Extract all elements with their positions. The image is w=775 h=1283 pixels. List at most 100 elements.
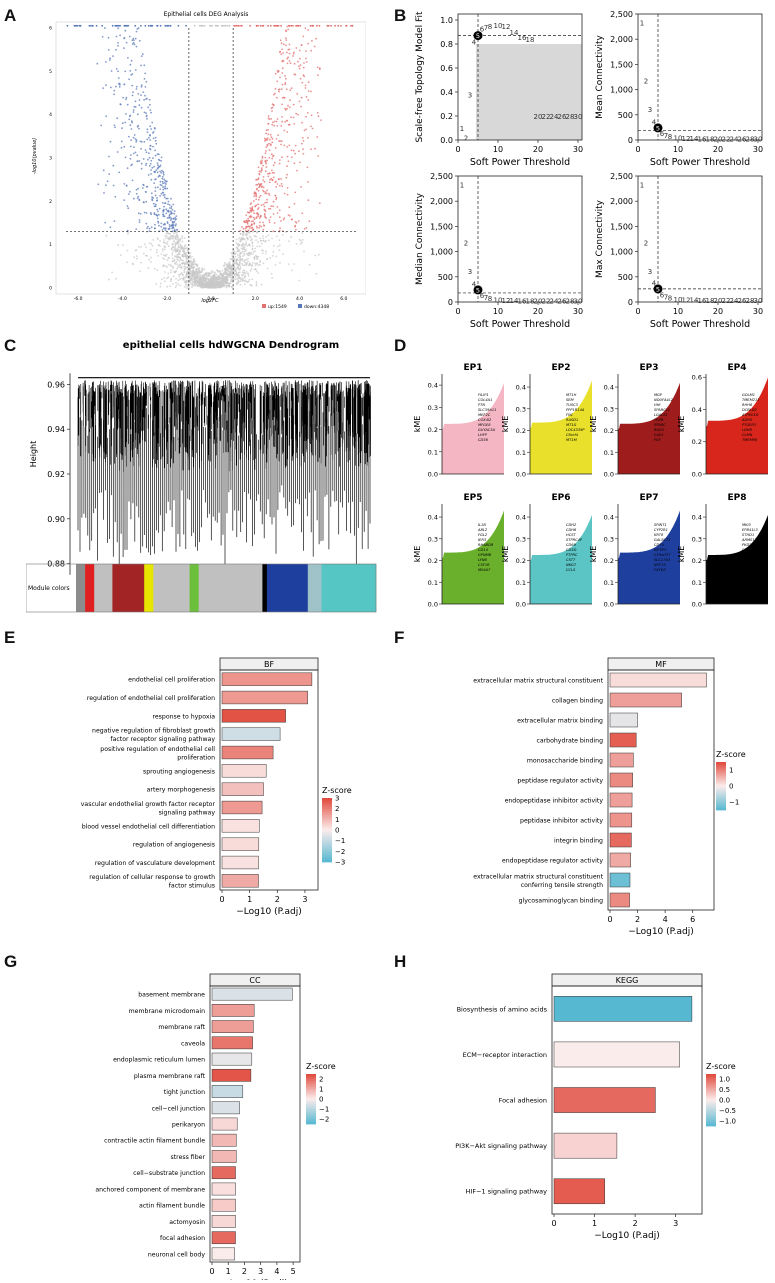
category-label: vascular endothelial growth factor recep… [81,801,216,808]
volcano-point [164,185,167,188]
volcano-point [120,146,123,149]
volcano-point [226,24,229,27]
volcano-point [163,196,166,199]
volcano-point [211,274,214,277]
volcano-point [288,240,290,243]
volcano-point [296,92,299,95]
volcano-point [282,234,284,236]
volcano-point [276,212,279,214]
legend-gradient-step [306,1122,316,1125]
volcano-point [159,188,162,191]
volcano-point [175,235,178,238]
volcano-point [153,205,156,208]
module-title: EP3 [639,363,658,373]
volcano-point [190,273,193,275]
legend-gradient-step [706,1082,716,1085]
volcano-point [149,148,152,151]
volcano-point [171,226,174,229]
volcano-point [298,49,301,52]
volcano-point [268,172,271,175]
volcano-point [162,182,165,185]
volcano-point [279,140,281,142]
legend-gradient-step [706,1105,716,1108]
volcano-point [140,55,143,57]
volcano-point [282,253,284,256]
volcano-point [254,235,257,238]
y-tick-label: 1,000 [610,248,633,257]
legend-gradient-step [716,792,726,795]
volcano-point [228,262,231,264]
volcano-point [76,24,79,27]
volcano-point [260,249,263,251]
volcano-point [267,133,270,136]
module-color-segment [144,564,154,612]
volcano-point [198,271,201,273]
volcano-point [273,93,275,96]
volcano-point [245,280,248,283]
volcano-point [197,268,199,270]
volcano-point [163,245,166,248]
volcano-point [172,265,174,268]
volcano-point [157,166,160,169]
volcano-point [135,45,138,48]
volcano-point [194,270,197,273]
volcano-point [220,286,223,289]
volcano-point [234,255,237,258]
volcano-point [308,263,311,266]
volcano-point [235,242,238,244]
legend-gradient-step [306,1109,316,1112]
y-tick-label: 0.0 [428,471,438,479]
volcano-point [242,238,245,240]
volcano-point [256,187,258,190]
hub-gene-label: COL4A1 [478,398,492,402]
bar [211,1052,253,1066]
volcano-point [304,87,307,89]
volcano-point [305,95,308,98]
volcano-point [258,224,261,227]
volcano-point [196,273,199,275]
legend-gradient-step [716,795,726,798]
bar [609,852,631,868]
legend-gradient-step [306,1104,316,1107]
volcano-point [136,154,139,157]
volcano-point [271,110,273,112]
volcano-point [264,210,267,213]
module-color-segment [198,564,263,612]
volcano-point [240,247,243,250]
volcano-point [268,181,271,184]
category-label: tight junction [164,1089,205,1096]
volcano-point [312,24,314,27]
legend-gradient-step [306,1107,316,1110]
power-label: 16 [518,297,527,305]
volcano-point [149,109,152,111]
volcano-point [136,197,139,200]
hub-gene-label: ARMS12 [741,538,758,542]
volcano-point [245,234,248,237]
volcano-point [133,197,135,200]
volcano-point [168,263,170,266]
legend-gradient-step [706,1084,716,1087]
volcano-point [210,277,213,280]
hub-gene-label: MS4A7 [478,568,491,572]
volcano-point [142,183,145,186]
volcano-point [155,283,158,286]
volcano-point [156,199,159,202]
module-title: EP7 [639,493,658,503]
volcano-point [156,24,158,27]
volcano-point [171,242,174,245]
volcano-point [258,170,261,173]
volcano-point [190,263,192,265]
legend-tick: −1 [335,837,345,845]
volcano-point [299,240,302,242]
volcano-point [138,104,141,107]
volcano-point [165,183,167,185]
volcano-point [179,239,181,242]
volcano-point [302,137,304,139]
volcano-point [234,24,236,27]
volcano-point [298,238,301,241]
volcano-point [285,39,288,41]
volcano-point [174,251,177,253]
y-tick-label: 2,000 [610,35,633,44]
volcano-point [251,238,254,241]
volcano-point [164,235,167,237]
